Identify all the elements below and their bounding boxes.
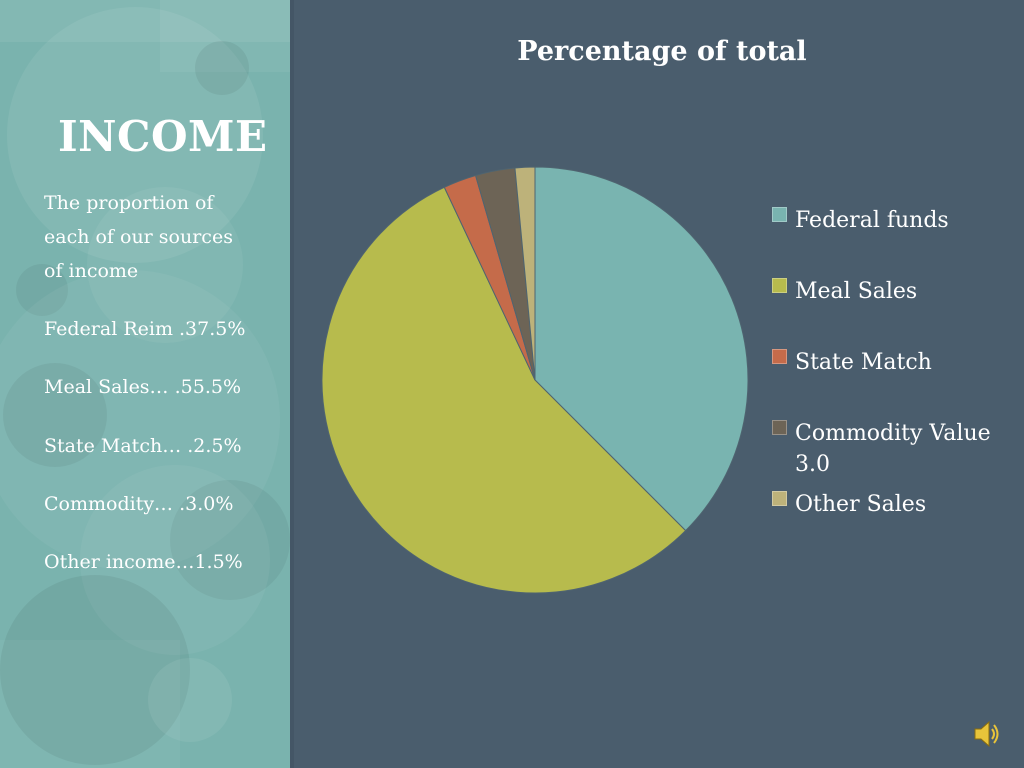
- pie-slice-federal-funds: [534, 166, 749, 532]
- legend-label: Meal Sales: [795, 279, 918, 304]
- legend-label: Commodity Value 3.0: [795, 421, 991, 477]
- legend-item: Federal funds: [772, 205, 949, 236]
- legend-item: Other Sales: [772, 489, 926, 520]
- intro-line: each of our sources: [44, 226, 233, 248]
- legend-swatch: [772, 491, 787, 506]
- left-panel: INCOME The proportion of each of our sou…: [0, 0, 290, 768]
- intro-line: The proportion of: [44, 192, 214, 214]
- stat-meal-sales: Meal Sales… .55.5%: [44, 376, 241, 398]
- pie-chart: [321, 166, 749, 594]
- panel-divider: [290, 0, 294, 768]
- decorative-circles: [0, 0, 290, 768]
- intro-line: of income: [44, 260, 139, 282]
- chart-title: Percentage of total: [517, 36, 807, 67]
- legend-item: Meal Sales: [772, 276, 917, 307]
- legend-swatch: [772, 207, 787, 222]
- legend-label: Other Sales: [795, 492, 927, 517]
- stat-commodity: Commodity… .3.0%: [44, 493, 234, 515]
- legend-swatch: [772, 349, 787, 364]
- legend-item: Commodity Value 3.0: [772, 418, 991, 480]
- legend-swatch: [772, 420, 787, 435]
- stat-state-match: State Match… .2.5%: [44, 435, 242, 457]
- stat-federal-reim: Federal Reim .37.5%: [44, 318, 246, 340]
- pie-slice-other-sales: [514, 166, 536, 381]
- legend-item: State Match: [772, 347, 932, 378]
- legend-swatch: [772, 278, 787, 293]
- pie-slice-meal-sales: [321, 186, 687, 594]
- stat-other-income: Other income…1.5%: [44, 551, 243, 573]
- slide-title: INCOME: [58, 112, 268, 161]
- legend-label: State Match: [795, 350, 932, 375]
- income-description: The proportion of each of our sources of…: [44, 186, 284, 573]
- legend-label: Federal funds: [795, 208, 949, 233]
- speaker-icon[interactable]: [972, 718, 1000, 750]
